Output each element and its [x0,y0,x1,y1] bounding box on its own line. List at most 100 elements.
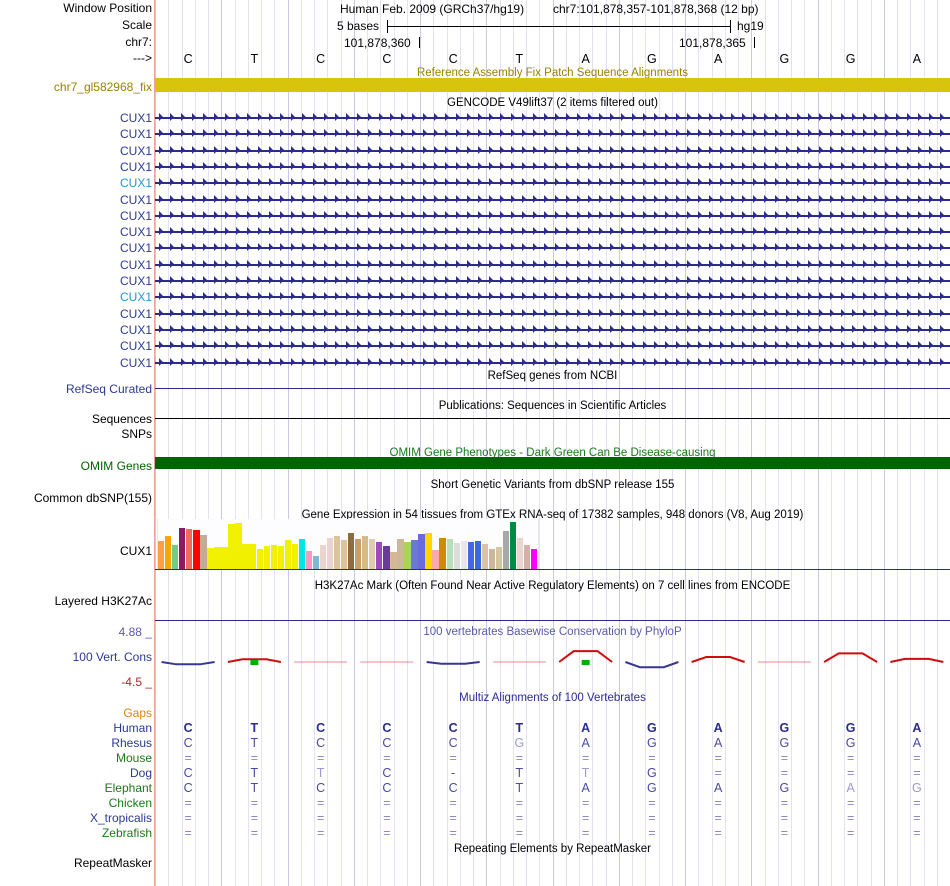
gtex-gene-label[interactable]: CUX1 [119,544,152,558]
gtex-tissue-bar[interactable] [186,528,193,569]
fix-patch-bar[interactable] [155,78,950,92]
alignment-row[interactable]: = = = = = = = = = = = = [155,751,950,766]
gencode-gene-label[interactable]: CUX1 [119,143,152,158]
gencode-transcript-row[interactable] [155,111,950,126]
gencode-gene-label[interactable]: CUX1 [119,208,152,223]
gencode-transcript-row[interactable] [155,258,950,273]
alignment-row[interactable]: = = = = = = = = = = = = [155,826,950,841]
gencode-transcript-row[interactable] [155,193,950,208]
gencode-transcript-row[interactable] [155,209,950,224]
gtex-tissue-bar[interactable] [474,540,481,569]
gtex-tissue-bar[interactable] [172,544,179,569]
gtex-tissue-bar[interactable] [467,541,474,569]
gencode-gene-label[interactable]: CUX1 [119,290,152,305]
gencode-gene-label[interactable]: CUX1 [119,355,152,370]
gtex-tissue-bar[interactable] [235,522,242,569]
gtex-tissue-bar[interactable] [453,542,460,569]
publications-line[interactable] [155,418,950,419]
gtex-tissue-bar[interactable] [446,538,453,569]
species-label[interactable]: Rhesus [111,736,152,750]
alignment-row[interactable]: C T T C - T T G = = = = [155,766,950,781]
gtex-tissue-bar[interactable] [411,539,418,569]
gtex-tissue-bar[interactable] [193,529,200,569]
conservation-label[interactable]: 100 Vert. Cons [72,650,152,664]
gtex-tissue-bar[interactable] [390,551,397,569]
gtex-tissue-bar[interactable] [326,537,334,569]
gtex-tissue-bar[interactable] [516,537,524,569]
gencode-transcript-row[interactable] [155,225,950,240]
gencode-gene-label[interactable]: CUX1 [119,225,152,240]
gtex-tissue-bar[interactable] [481,543,489,569]
gtex-tissue-bar[interactable] [221,546,228,569]
repeatmasker-label[interactable]: RepeatMasker [73,856,152,870]
gencode-gene-label[interactable]: CUX1 [119,257,152,272]
gencode-gene-label[interactable]: CUX1 [119,111,152,125]
gtex-tissue-bar[interactable] [333,535,341,569]
gtex-tissue-bar[interactable] [277,545,284,569]
gtex-tissue-bar[interactable] [263,545,270,569]
gtex-tissue-bar[interactable] [530,548,538,569]
gtex-tissue-bar[interactable] [502,530,510,569]
gencode-gene-label[interactable]: CUX1 [119,241,152,256]
species-label[interactable]: X_tropicalis [89,811,152,825]
gencode-transcript-row[interactable] [155,323,950,338]
gtex-tissue-bar[interactable] [509,521,517,569]
gtex-tissue-bar[interactable] [179,527,186,569]
gtex-tissue-bar[interactable] [383,545,390,569]
gencode-transcript-row[interactable] [155,176,950,191]
refseq-label[interactable]: RefSeq Curated [65,382,152,396]
gtex-tissue-bar[interactable] [284,539,291,569]
species-label[interactable]: Chicken [108,796,152,810]
gencode-gene-label[interactable]: CUX1 [119,306,152,321]
gtex-tissue-bar[interactable] [207,547,214,569]
gencode-gene-label[interactable]: CUX1 [119,322,152,337]
gtex-tissue-bar[interactable] [249,543,256,569]
gencode-transcript-row[interactable] [155,241,950,256]
gtex-expression-chart[interactable] [157,519,539,569]
omim-label[interactable]: OMIM Genes [80,459,152,473]
gencode-transcript-row[interactable] [155,144,950,159]
gtex-tissue-bar[interactable] [439,537,446,569]
gtex-tissue-bar[interactable] [214,546,221,569]
gencode-transcript-row[interactable] [155,160,950,175]
gtex-tissue-bar[interactable] [165,535,172,569]
gtex-tissue-bar[interactable] [418,533,425,569]
alignment-row[interactable]: = = = = = = = = = = = = [155,811,950,826]
species-label[interactable]: Mouse [115,751,152,765]
refseq-line[interactable] [155,388,950,389]
gencode-gene-label[interactable]: CUX1 [119,274,152,288]
gtex-tissue-bar[interactable] [376,541,383,569]
gtex-tissue-bar[interactable] [256,548,263,569]
gtex-tissue-bar[interactable] [291,543,299,569]
gaps-label[interactable]: Gaps [123,706,152,720]
gtex-tissue-bar[interactable] [242,543,249,569]
species-label[interactable]: Human [113,721,152,735]
gencode-gene-label[interactable]: CUX1 [119,176,152,191]
gtex-tissue-bar[interactable] [432,549,439,569]
species-label[interactable]: Dog [129,766,152,780]
gtex-tissue-bar[interactable] [348,532,355,569]
gtex-tissue-bar[interactable] [228,523,235,569]
gencode-transcript-row[interactable] [155,307,950,322]
gencode-gene-label[interactable]: CUX1 [119,192,152,207]
gtex-tissue-bar[interactable] [362,535,369,569]
omim-bar[interactable] [155,457,950,469]
publications-label[interactable]: Sequences [91,412,152,426]
species-label[interactable]: Elephant [104,781,152,795]
gtex-tissue-bar[interactable] [298,538,306,569]
gtex-tissue-bar[interactable] [200,534,207,569]
gtex-tissue-bar[interactable] [404,541,411,569]
gtex-tissue-bar[interactable] [340,539,348,569]
gtex-tissue-bar[interactable] [158,540,165,569]
dbsnp-label[interactable]: Common dbSNP(155) [33,491,152,505]
gtex-tissue-bar[interactable] [270,544,277,569]
gtex-tissue-bar[interactable] [523,544,531,569]
species-label[interactable]: Zebrafish [101,826,152,840]
gtex-tissue-bar[interactable] [495,546,503,569]
gtex-tissue-bar[interactable] [425,532,432,569]
gtex-tissue-bar[interactable] [305,550,313,569]
snps-label[interactable]: SNPs [121,427,152,441]
